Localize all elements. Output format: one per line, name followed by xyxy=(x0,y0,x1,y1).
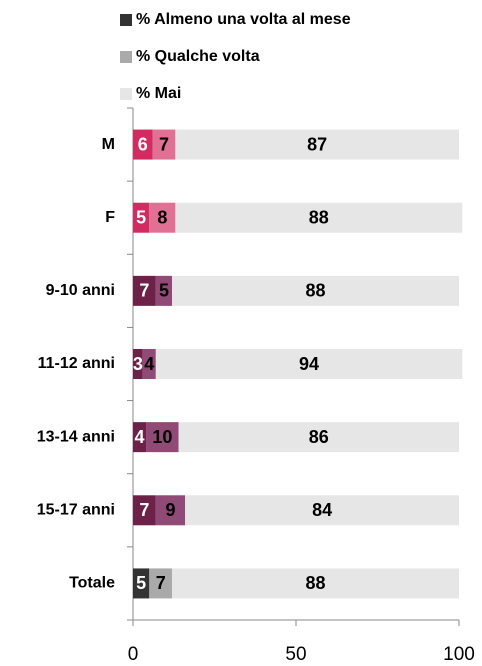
bar-value-label: 5 xyxy=(136,573,146,593)
category-label: F xyxy=(105,209,115,226)
bar-segment xyxy=(155,349,463,379)
bar-segment xyxy=(133,275,156,306)
bar-value-label: 7 xyxy=(139,500,149,520)
category-label: 13-14 anni xyxy=(37,428,115,445)
bar-segment xyxy=(133,568,150,599)
bar-segment xyxy=(142,349,156,379)
legend-swatch xyxy=(120,51,132,63)
category-label: Totale xyxy=(69,575,115,592)
bar-value-label: 10 xyxy=(152,427,172,447)
bar-segment xyxy=(133,129,153,160)
bar-value-label: 4 xyxy=(144,354,154,374)
bar-segment xyxy=(175,129,459,160)
bar-value-label: 7 xyxy=(159,134,169,154)
bar-value-label: 86 xyxy=(309,427,329,447)
legend-label: % Mai xyxy=(136,85,181,102)
bar-segment xyxy=(155,495,186,526)
bar-value-label: 5 xyxy=(136,207,146,227)
x-tick-label: 0 xyxy=(128,644,139,665)
bar-segment xyxy=(149,568,173,599)
bar-segment xyxy=(133,349,143,379)
bar-value-label: 84 xyxy=(312,500,332,520)
bar-segment xyxy=(133,495,156,526)
bar-segment xyxy=(185,495,459,526)
bar-value-label: 88 xyxy=(306,281,326,301)
bar-segment xyxy=(133,202,150,233)
bar-segment xyxy=(155,275,173,306)
bar-value-label: 88 xyxy=(309,207,329,227)
category-label: 9-10 anni xyxy=(46,282,115,299)
bar-value-label: 6 xyxy=(138,134,148,154)
bar-segment xyxy=(178,422,459,453)
bar-segment xyxy=(175,202,463,233)
bar-value-label: 3 xyxy=(133,354,143,374)
bar-segment xyxy=(152,129,176,160)
bar-value-label: 7 xyxy=(156,573,166,593)
bar-value-label: 9 xyxy=(165,500,175,520)
bar-segment xyxy=(172,568,459,599)
legend-label: % Almeno una volta al mese xyxy=(136,11,351,28)
bar-segment xyxy=(172,275,459,306)
legend-swatch xyxy=(120,88,132,100)
category-label: M xyxy=(102,136,115,153)
category-label: 15-17 anni xyxy=(37,502,115,519)
legend-swatch xyxy=(120,14,132,26)
legend-label: % Qualche volta xyxy=(136,48,260,65)
bar-value-label: 94 xyxy=(299,354,319,374)
bar-segment xyxy=(133,422,147,453)
bar-value-label: 5 xyxy=(159,281,169,301)
bar-value-label: 7 xyxy=(139,281,149,301)
bar-value-label: 8 xyxy=(157,207,167,227)
bar-segment xyxy=(149,202,176,233)
x-tick-label: 50 xyxy=(285,644,306,665)
x-tick-label: 100 xyxy=(443,644,475,665)
category-label: 11-12 anni xyxy=(38,355,115,372)
bar-value-label: 4 xyxy=(135,427,145,447)
bar-value-label: 88 xyxy=(306,573,326,593)
bar-segment xyxy=(146,422,179,453)
bar-value-label: 87 xyxy=(307,134,327,154)
